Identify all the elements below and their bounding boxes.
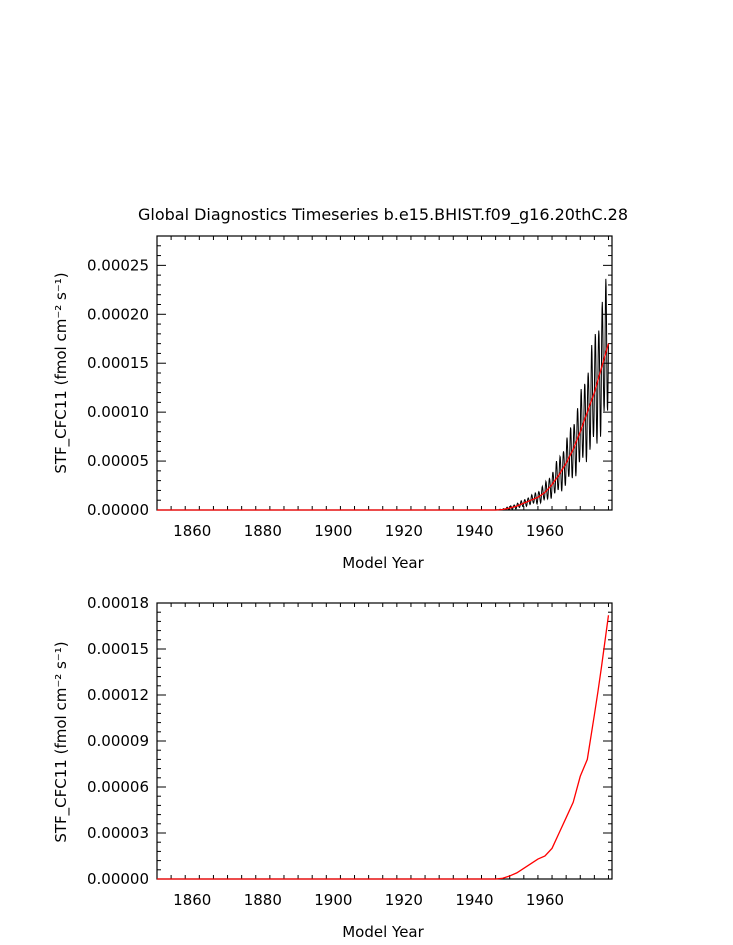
x-tick-label: 1960 (526, 522, 564, 540)
chart-title: Global Diagnostics Timeseries b.e15.BHIS… (138, 205, 628, 225)
x-tick-label: 1940 (455, 522, 493, 540)
plot-area-top: 1860 1880 1900 1920 1940 1960 0.00000 0.00005 0.… (87, 235, 613, 540)
x-tick-label: 1880 (244, 522, 282, 540)
x-tick-label: 1880 (244, 891, 282, 909)
y-tick-label: 0.00018 (87, 594, 149, 612)
x-tick-label: 1960 (526, 891, 564, 909)
y-tick-label: 0.00015 (87, 640, 149, 658)
y-tick-label: 0.00003 (87, 824, 149, 842)
y-tick-label: 0.00010 (87, 403, 149, 421)
y-tick-label: 0.00015 (87, 354, 149, 372)
series-monthly-line (157, 278, 609, 511)
y-tick-label: 0.00020 (87, 305, 149, 323)
x-tick-label: 1860 (173, 522, 211, 540)
plot-area-bottom: 1860 1880 1900 1920 1940 1960 0.00000 0.00003 0.… (87, 594, 613, 909)
y-tick-label: 0.00009 (87, 732, 149, 750)
panel-top: Global Diagnostics Timeseries b.e15.BHIS… (52, 205, 628, 572)
y-tick-label: 0.00025 (87, 256, 149, 274)
y-axis-label-bottom: STF_CFC11 (fmol cm⁻² s⁻¹) (52, 641, 71, 842)
x-axis-label-top: Model Year (342, 554, 424, 572)
y-tick-label: 0.00006 (87, 778, 149, 796)
series-annual-line (157, 615, 610, 880)
y-tick-label: 0.00000 (87, 501, 149, 519)
x-tick-label: 1900 (314, 891, 352, 909)
plot-frame (156, 602, 613, 880)
y-tick-label: 0.00012 (87, 686, 149, 704)
x-tick-label: 1900 (314, 522, 352, 540)
x-axis-label-bottom: Model Year (342, 923, 424, 941)
y-tick-label: 0.00005 (87, 452, 149, 470)
x-tick-label: 1920 (385, 522, 423, 540)
x-tick-label: 1860 (173, 891, 211, 909)
panel-bottom: 1860 1880 1900 1920 1940 1960 0.00000 0.00003 0.… (52, 594, 613, 941)
y-axis-label-top: STF_CFC11 (fmol cm⁻² s⁻¹) (52, 272, 71, 473)
series-annual-line (157, 343, 610, 511)
x-tick-label: 1940 (455, 891, 493, 909)
x-tick-label: 1920 (385, 891, 423, 909)
y-tick-label: 0.00000 (87, 870, 149, 888)
plot-frame (156, 235, 613, 511)
